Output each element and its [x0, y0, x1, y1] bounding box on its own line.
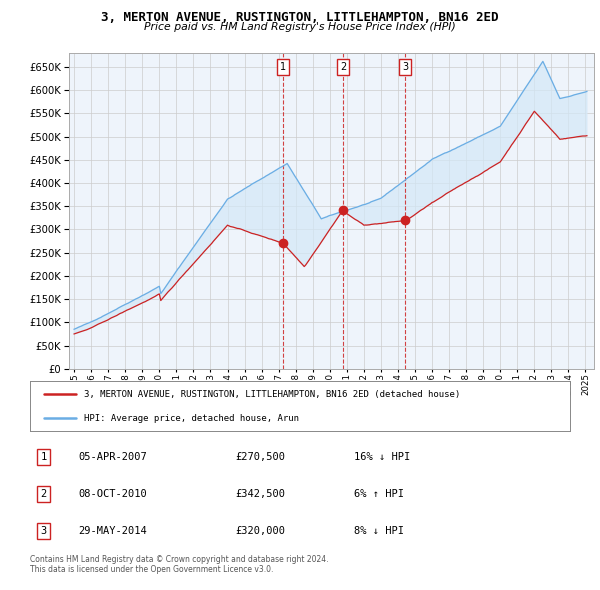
Text: 16% ↓ HPI: 16% ↓ HPI	[354, 453, 410, 463]
Text: 6% ↑ HPI: 6% ↑ HPI	[354, 489, 404, 499]
Text: 1: 1	[280, 62, 286, 72]
Text: Price paid vs. HM Land Registry's House Price Index (HPI): Price paid vs. HM Land Registry's House …	[144, 22, 456, 32]
Text: Contains HM Land Registry data © Crown copyright and database right 2024.
This d: Contains HM Land Registry data © Crown c…	[30, 555, 329, 574]
Text: £320,000: £320,000	[235, 526, 285, 536]
Text: HPI: Average price, detached house, Arun: HPI: Average price, detached house, Arun	[84, 414, 299, 422]
Text: 1: 1	[40, 453, 47, 463]
Text: 2: 2	[340, 62, 346, 72]
Text: 08-OCT-2010: 08-OCT-2010	[79, 489, 148, 499]
Text: 2: 2	[40, 489, 47, 499]
Text: 3: 3	[40, 526, 47, 536]
Text: £270,500: £270,500	[235, 453, 285, 463]
Text: 29-MAY-2014: 29-MAY-2014	[79, 526, 148, 536]
Text: 8% ↓ HPI: 8% ↓ HPI	[354, 526, 404, 536]
Text: 3, MERTON AVENUE, RUSTINGTON, LITTLEHAMPTON, BN16 2ED: 3, MERTON AVENUE, RUSTINGTON, LITTLEHAMP…	[101, 11, 499, 24]
Text: 05-APR-2007: 05-APR-2007	[79, 453, 148, 463]
Text: 3: 3	[402, 62, 408, 72]
Text: £342,500: £342,500	[235, 489, 285, 499]
Text: 3, MERTON AVENUE, RUSTINGTON, LITTLEHAMPTON, BN16 2ED (detached house): 3, MERTON AVENUE, RUSTINGTON, LITTLEHAMP…	[84, 389, 460, 399]
